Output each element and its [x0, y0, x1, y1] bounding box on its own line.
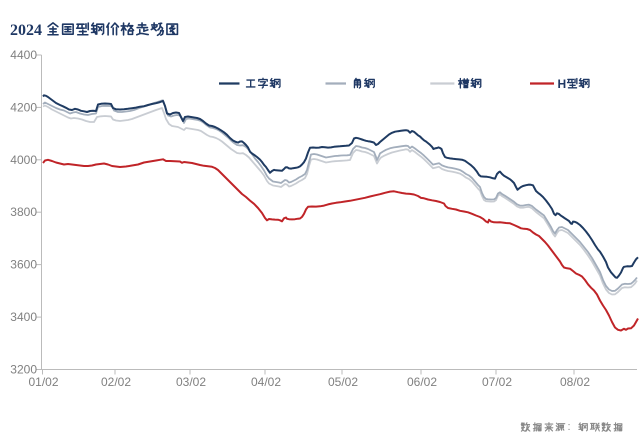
svg-text:3200: 3200	[10, 363, 37, 377]
svg-text:02/02: 02/02	[101, 375, 131, 389]
svg-text:07/02: 07/02	[482, 375, 512, 389]
svg-text:04/02: 04/02	[251, 375, 281, 389]
svg-text:05/02: 05/02	[328, 375, 358, 389]
svg-text:H: H	[558, 77, 567, 91]
svg-text:4400: 4400	[10, 48, 37, 62]
svg-text::: :	[568, 421, 571, 433]
svg-text:4000: 4000	[10, 153, 37, 167]
svg-text:08/02: 08/02	[560, 375, 590, 389]
svg-text:2024: 2024	[10, 22, 42, 39]
svg-text:3600: 3600	[10, 258, 37, 272]
svg-text:3400: 3400	[10, 310, 37, 324]
svg-text:01/02: 01/02	[28, 375, 58, 389]
svg-text:03/02: 03/02	[176, 375, 206, 389]
svg-text:3800: 3800	[10, 205, 37, 219]
svg-text:4200: 4200	[10, 100, 37, 114]
svg-text:06/02: 06/02	[407, 375, 437, 389]
